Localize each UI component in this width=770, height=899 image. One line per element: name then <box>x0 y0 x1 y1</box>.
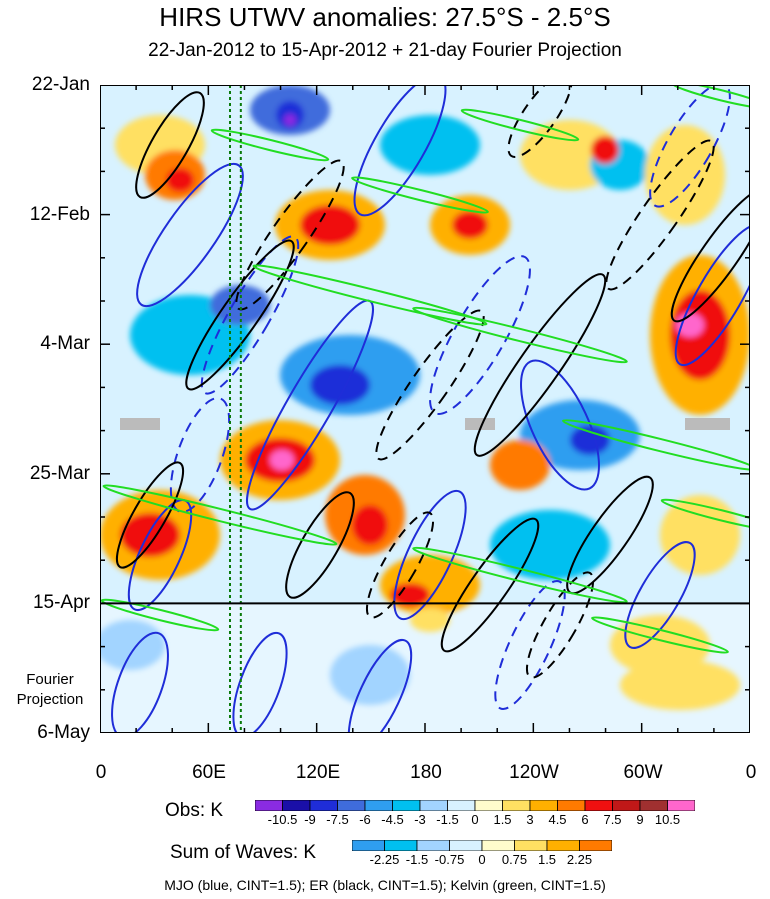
colorbar-tick-label: 9 <box>636 812 644 827</box>
colorbar-swatch <box>502 800 531 811</box>
colorbar-tick-label: -2.25 <box>369 852 400 867</box>
x-tick-label: 0 <box>95 762 107 783</box>
colorbar-tick-label: -1.5 <box>436 812 459 827</box>
mjo-contours <box>111 85 750 733</box>
colorbar-tick-label: -9 <box>304 812 316 827</box>
waves-colorbar-label: Sum of Waves: K <box>170 842 317 863</box>
colorbar-swatch <box>447 800 476 811</box>
missing-data <box>120 418 160 430</box>
colorbar-tick-label: -6 <box>359 812 371 827</box>
colorbar-swatch <box>364 800 393 811</box>
colorbar-tick-label: 1.5 <box>493 812 512 827</box>
anomaly-shading <box>100 85 750 710</box>
colorbar-swatch <box>546 840 580 851</box>
colorbar-tick-label: 7.5 <box>603 812 622 827</box>
colorbar-swatch <box>419 800 448 811</box>
colorbar-swatch <box>557 800 586 811</box>
x-tick-label: 120W <box>509 762 559 783</box>
colorbar-swatch <box>384 840 418 851</box>
contour-legend-text: MJO (blue, CINT=1.5); ER (black, CINT=1.… <box>164 877 606 893</box>
y-tick-label: 25-Mar <box>29 463 90 484</box>
waves-colorbar-ticks: -2.25 -1.5 -0.75 0 0.75 1.5 2.25 <box>352 852 612 868</box>
colorbar-swatch <box>392 800 421 811</box>
missing-data <box>685 418 730 430</box>
hovmoller-plot <box>100 85 750 733</box>
y-tick-label: 22-Jan <box>31 74 90 95</box>
colorbar-tick-label: 3 <box>526 812 534 827</box>
colorbar-swatch <box>612 800 641 811</box>
waves-colorbar <box>352 840 612 851</box>
colorbar-tick-label: -0.75 <box>434 852 465 867</box>
plot-svg <box>100 85 750 733</box>
x-tick-label: 180 <box>410 762 442 783</box>
colorbar-tick-label: 0 <box>478 852 486 867</box>
colorbar-tick-label: -1.5 <box>405 852 429 867</box>
colorbar-tick-label: 1.5 <box>537 852 557 867</box>
colorbar-swatch <box>282 800 311 811</box>
colorbar-tick-label: -7.5 <box>326 812 349 827</box>
fourier-projection-label: Fourier Projection <box>16 671 84 708</box>
y-tick-label: 12-Feb <box>29 204 90 225</box>
y-tick-label: 4-Mar <box>40 333 90 354</box>
kelvin-contours <box>100 85 750 654</box>
colorbar-tick-label: 4.5 <box>548 812 567 827</box>
y-tick-label: 15-Apr <box>32 592 90 613</box>
axis-ticks <box>100 85 750 733</box>
colorbar-swatch <box>667 800 695 811</box>
colorbar-swatch <box>481 840 515 851</box>
colorbar-swatch <box>416 840 450 851</box>
x-tick-label: 0 <box>745 762 757 783</box>
x-tick-label: 60W <box>623 762 663 783</box>
colorbar-tick-label: -3 <box>414 812 426 827</box>
colorbar-swatch <box>579 840 612 851</box>
chart-subtitle: 22-Jan-2012 to 15-Apr-2012 + 21-day Four… <box>148 40 622 61</box>
colorbar-tick-label: 0.75 <box>501 852 528 867</box>
colorbar-swatch <box>449 840 483 851</box>
colorbar-tick-label: -4.5 <box>381 812 404 827</box>
x-tick-label: 120E <box>295 762 341 783</box>
chart-title: HIRS UTWV anomalies: 27.5°S - 2.5°S <box>159 2 611 32</box>
vertical-marker-lines <box>229 85 242 733</box>
colorbar-swatch <box>255 800 283 811</box>
colorbar-swatch <box>337 800 366 811</box>
colorbar-swatch <box>309 800 338 811</box>
colorbar-swatch <box>529 800 558 811</box>
obs-colorbar <box>255 800 695 811</box>
colorbar-swatch <box>474 800 503 811</box>
colorbar-swatch <box>584 800 613 811</box>
colorbar-swatch <box>639 800 668 811</box>
obs-colorbar-ticks: -10.5 -9 -7.5 -6 -4.5 -3 -1.5 0 1.5 3 4.5 6 7.5 9 10.5 <box>255 812 695 828</box>
y-tick-label: 6-May <box>37 722 90 743</box>
colorbar-tick-label: 2.25 <box>566 852 593 867</box>
missing-data <box>465 418 495 430</box>
colorbar-tick-label: 6 <box>581 812 589 827</box>
colorbar-tick-label: -10.5 <box>267 812 298 827</box>
colorbar-tick-label: 0 <box>471 812 479 827</box>
obs-colorbar-label: Obs: K <box>165 800 224 821</box>
colorbar-swatch <box>352 840 385 851</box>
colorbar-swatch <box>514 840 548 851</box>
x-tick-label: 60E <box>192 762 226 783</box>
colorbar-tick-label: 10.5 <box>654 812 681 827</box>
